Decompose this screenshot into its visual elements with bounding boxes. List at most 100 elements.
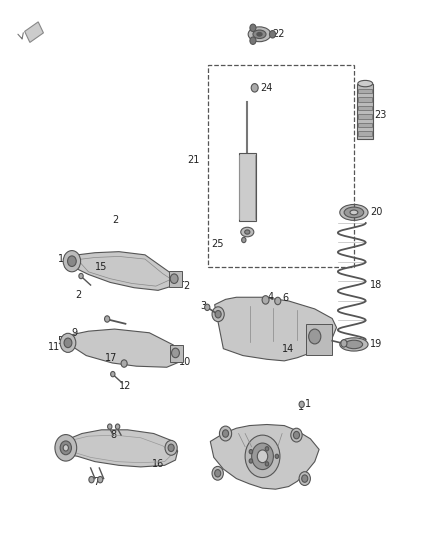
Circle shape <box>170 274 178 284</box>
Text: 13: 13 <box>221 430 233 440</box>
Ellipse shape <box>253 30 266 38</box>
Circle shape <box>249 459 253 463</box>
Circle shape <box>245 435 280 478</box>
Ellipse shape <box>257 33 262 36</box>
Bar <box>358 123 372 127</box>
Text: 8: 8 <box>110 430 117 440</box>
Circle shape <box>269 30 276 38</box>
Circle shape <box>223 430 229 437</box>
Circle shape <box>116 424 120 429</box>
Bar <box>358 131 372 135</box>
Text: 4: 4 <box>268 292 274 302</box>
Circle shape <box>252 443 273 470</box>
Circle shape <box>172 348 180 358</box>
Circle shape <box>212 307 224 321</box>
Text: 19: 19 <box>370 340 382 350</box>
Circle shape <box>302 475 308 482</box>
Circle shape <box>60 441 71 455</box>
Circle shape <box>299 401 304 408</box>
Text: 6: 6 <box>283 293 289 303</box>
Circle shape <box>215 470 221 477</box>
Circle shape <box>293 431 300 439</box>
Polygon shape <box>210 424 319 489</box>
Circle shape <box>108 424 112 429</box>
Ellipse shape <box>245 230 250 234</box>
Text: 14: 14 <box>282 344 294 354</box>
Text: 11: 11 <box>48 342 60 352</box>
Circle shape <box>257 450 268 463</box>
Circle shape <box>64 338 72 348</box>
Ellipse shape <box>358 80 373 87</box>
Circle shape <box>121 360 127 367</box>
Circle shape <box>165 440 177 455</box>
Circle shape <box>63 445 68 451</box>
Circle shape <box>60 333 76 352</box>
Ellipse shape <box>345 340 363 349</box>
Circle shape <box>249 449 253 454</box>
Circle shape <box>89 477 94 483</box>
Bar <box>358 98 372 102</box>
Circle shape <box>205 304 210 311</box>
Bar <box>239 152 256 221</box>
Circle shape <box>275 454 279 458</box>
Circle shape <box>291 428 302 442</box>
Polygon shape <box>69 252 178 290</box>
Bar <box>358 89 372 93</box>
Bar <box>358 106 372 110</box>
Bar <box>208 65 354 266</box>
Circle shape <box>262 296 269 304</box>
Circle shape <box>265 447 268 451</box>
Text: 1: 1 <box>298 402 304 412</box>
Text: 2: 2 <box>184 281 190 291</box>
Text: 5: 5 <box>57 336 64 346</box>
Circle shape <box>251 84 258 92</box>
Circle shape <box>299 472 311 486</box>
Circle shape <box>250 37 256 44</box>
Circle shape <box>215 311 221 318</box>
Circle shape <box>265 462 268 466</box>
Text: 23: 23 <box>374 110 387 120</box>
Text: 18: 18 <box>370 280 382 290</box>
Text: 21: 21 <box>187 156 199 165</box>
Text: 7: 7 <box>93 477 99 487</box>
Circle shape <box>275 297 281 305</box>
Bar <box>358 114 372 118</box>
Circle shape <box>309 329 321 344</box>
Bar <box>169 271 182 287</box>
Text: 16: 16 <box>152 459 164 469</box>
Circle shape <box>341 340 347 347</box>
Ellipse shape <box>344 207 364 217</box>
Text: 2: 2 <box>76 289 82 300</box>
Ellipse shape <box>340 338 368 351</box>
Text: 25: 25 <box>211 239 223 249</box>
Text: 10: 10 <box>179 357 191 367</box>
Bar <box>357 84 373 139</box>
Circle shape <box>242 237 246 243</box>
Circle shape <box>111 372 115 377</box>
Text: 1: 1 <box>57 254 64 263</box>
Text: 1: 1 <box>179 274 185 284</box>
Polygon shape <box>64 329 182 367</box>
Text: 2: 2 <box>113 215 119 225</box>
Text: 2: 2 <box>349 342 355 352</box>
Circle shape <box>79 273 83 279</box>
Bar <box>170 345 184 362</box>
Circle shape <box>67 256 76 266</box>
Circle shape <box>212 466 223 480</box>
Ellipse shape <box>350 210 358 215</box>
Text: 24: 24 <box>260 83 272 93</box>
Ellipse shape <box>340 205 368 220</box>
Circle shape <box>98 477 103 483</box>
Polygon shape <box>215 297 336 361</box>
Ellipse shape <box>248 27 271 42</box>
Circle shape <box>219 426 232 441</box>
Text: 3: 3 <box>200 301 206 311</box>
Polygon shape <box>58 430 178 467</box>
Text: 1: 1 <box>305 399 311 409</box>
Text: 12: 12 <box>119 381 131 391</box>
Polygon shape <box>25 22 43 43</box>
Text: 9: 9 <box>71 328 78 338</box>
Bar <box>306 324 332 354</box>
Circle shape <box>168 444 174 451</box>
Text: 15: 15 <box>95 262 108 271</box>
